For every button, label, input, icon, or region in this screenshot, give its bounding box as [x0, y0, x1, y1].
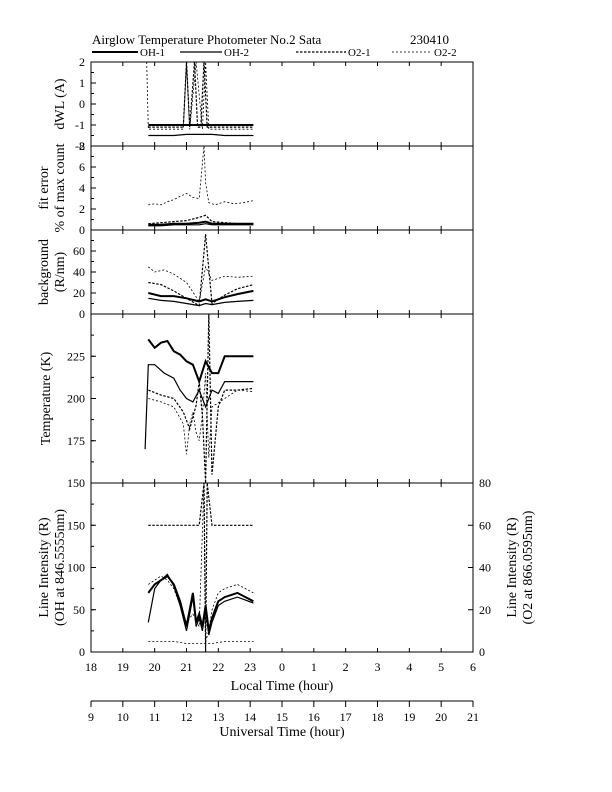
series-line-o2-2: [148, 483, 254, 642]
series-line-oh-1: [148, 289, 254, 303]
x-tick-label-local: 1: [311, 660, 317, 674]
series-line-o2-1: [148, 314, 254, 483]
panel-3: [90, 229, 474, 315]
x-tick-label-ut: 9: [88, 710, 94, 724]
y-tick-label: 1: [79, 76, 85, 90]
y-tick-label: 2: [79, 55, 85, 69]
legend-label: O2-2: [434, 47, 457, 59]
y-axis-label: Temperature (K): [39, 351, 54, 445]
y-tick-label: 4: [79, 181, 85, 195]
legend-label: OH-1: [140, 47, 165, 59]
x-tick-label-local: 3: [375, 660, 381, 674]
x-tick-label-local: 22: [212, 660, 224, 674]
chart-title: Airglow Temperature Photometer No.2 Sata: [92, 32, 322, 47]
series-line-o2-1: [148, 234, 254, 307]
y-tick-label: 8: [79, 139, 85, 153]
series-line-o2-2-floor: [148, 641, 254, 644]
x-tick-label-local: 4: [406, 660, 412, 674]
y-axis-label-2: (OH at 846.5555nm): [53, 509, 68, 626]
y-tick-label: 0: [79, 223, 85, 237]
y-right-tick-label: 40: [479, 561, 491, 575]
x-axis-label-local: Local Time (hour): [231, 679, 334, 694]
y-tick-label: 175: [67, 434, 85, 448]
x-tick-label-ut: 11: [149, 710, 161, 724]
y-axis-label: Line Intensity (R): [37, 517, 52, 618]
x-tick-label-ut: 16: [308, 710, 320, 724]
x-tick-label-ut: 12: [181, 710, 193, 724]
x-tick-label-local: 21: [181, 660, 193, 674]
x-tick-label-ut: 13: [212, 710, 224, 724]
y-tick-label: 60: [73, 244, 85, 258]
y-right-axis-label-2: (O2 at 866.0595nm): [521, 510, 536, 624]
legend-label: O2-1: [348, 47, 371, 59]
series-line-o2-1: [148, 214, 254, 225]
y-axis-label-2: % of max count: [53, 143, 68, 232]
x-tick-label-ut: 14: [244, 710, 256, 724]
y-tick-label: 50: [73, 603, 85, 617]
y-tick-label: 0: [79, 307, 85, 321]
x-tick-label-local: 0: [279, 660, 285, 674]
series-line-oh-2: [148, 223, 254, 227]
y-tick-label: 0: [79, 645, 85, 659]
y-tick-label: 150: [67, 518, 85, 532]
y-tick-label: 40: [73, 265, 85, 279]
panel-2: [90, 145, 474, 231]
series-line-oh-2: [148, 133, 254, 137]
y-axis-label: dWL (A): [53, 78, 68, 130]
x-tick-label-local: 19: [117, 660, 129, 674]
x-tick-label-ut: 18: [372, 710, 384, 724]
x-tick-label-ut: 21: [467, 710, 479, 724]
y-tick-label: 100: [67, 561, 85, 575]
panel-frame: [90, 61, 474, 147]
x-tick-label-local: 23: [244, 660, 256, 674]
y-right-tick-label: 80: [479, 476, 491, 490]
series-line-oh-2: [147, 573, 254, 636]
series-line-oh-2: [144, 364, 254, 450]
series-line-o2-2: [148, 146, 254, 206]
x-axis-label-ut: Universal Time (hour): [219, 725, 345, 740]
panel-4: [90, 313, 474, 484]
y-axis-label: fit error: [37, 166, 52, 209]
x-tick-label-ut: 10: [117, 710, 129, 724]
y-right-tick-label: 20: [479, 603, 491, 617]
y-axis-label: background: [37, 239, 52, 305]
series-line-o2-2: [148, 373, 254, 458]
x-tick-label-ut: 15: [276, 710, 288, 724]
y-right-axis-label: Line Intensity (R): [505, 517, 520, 618]
series-line-o2-1: [148, 62, 254, 128]
y-tick-label: 200: [67, 392, 85, 406]
panel-frame: [90, 145, 474, 231]
y-tick-label: 20: [73, 286, 85, 300]
y-tick-label: 225: [67, 349, 85, 363]
y-tick-label: 2: [79, 202, 85, 216]
legend-label: OH-2: [224, 47, 249, 59]
x-tick-label-ut: 20: [435, 710, 447, 724]
x-tick-label-local: 6: [470, 660, 476, 674]
y-tick-label: 150: [67, 476, 85, 490]
y-tick-label: 6: [79, 160, 85, 174]
x-tick-label-local: 20: [149, 660, 161, 674]
series-line-oh-1: [147, 338, 254, 385]
panel-frame: [90, 229, 474, 315]
y-tick-label: 0: [79, 97, 85, 111]
y-tick-label: -2: [75, 139, 85, 153]
date-code: 230410: [410, 32, 449, 47]
panel-1: [90, 61, 474, 147]
x-tick-label-ut: 19: [403, 710, 415, 724]
y-right-tick-label: 0: [479, 645, 485, 659]
y-tick-label: -1: [75, 118, 85, 132]
x-tick-label-local: 2: [343, 660, 349, 674]
y-axis-label-2: (R/nm): [53, 251, 68, 292]
x-tick-label-local: 18: [85, 660, 97, 674]
series-line-oh-2: [148, 297, 254, 307]
series-line-o2-2: [146, 62, 254, 130]
x-tick-label-local: 5: [438, 660, 444, 674]
panel-5: [90, 482, 474, 653]
series-line-o2-1: [148, 483, 254, 652]
panel-frame: [90, 482, 474, 653]
y-right-tick-label: 60: [479, 518, 491, 532]
x-tick-label-ut: 17: [340, 710, 352, 724]
